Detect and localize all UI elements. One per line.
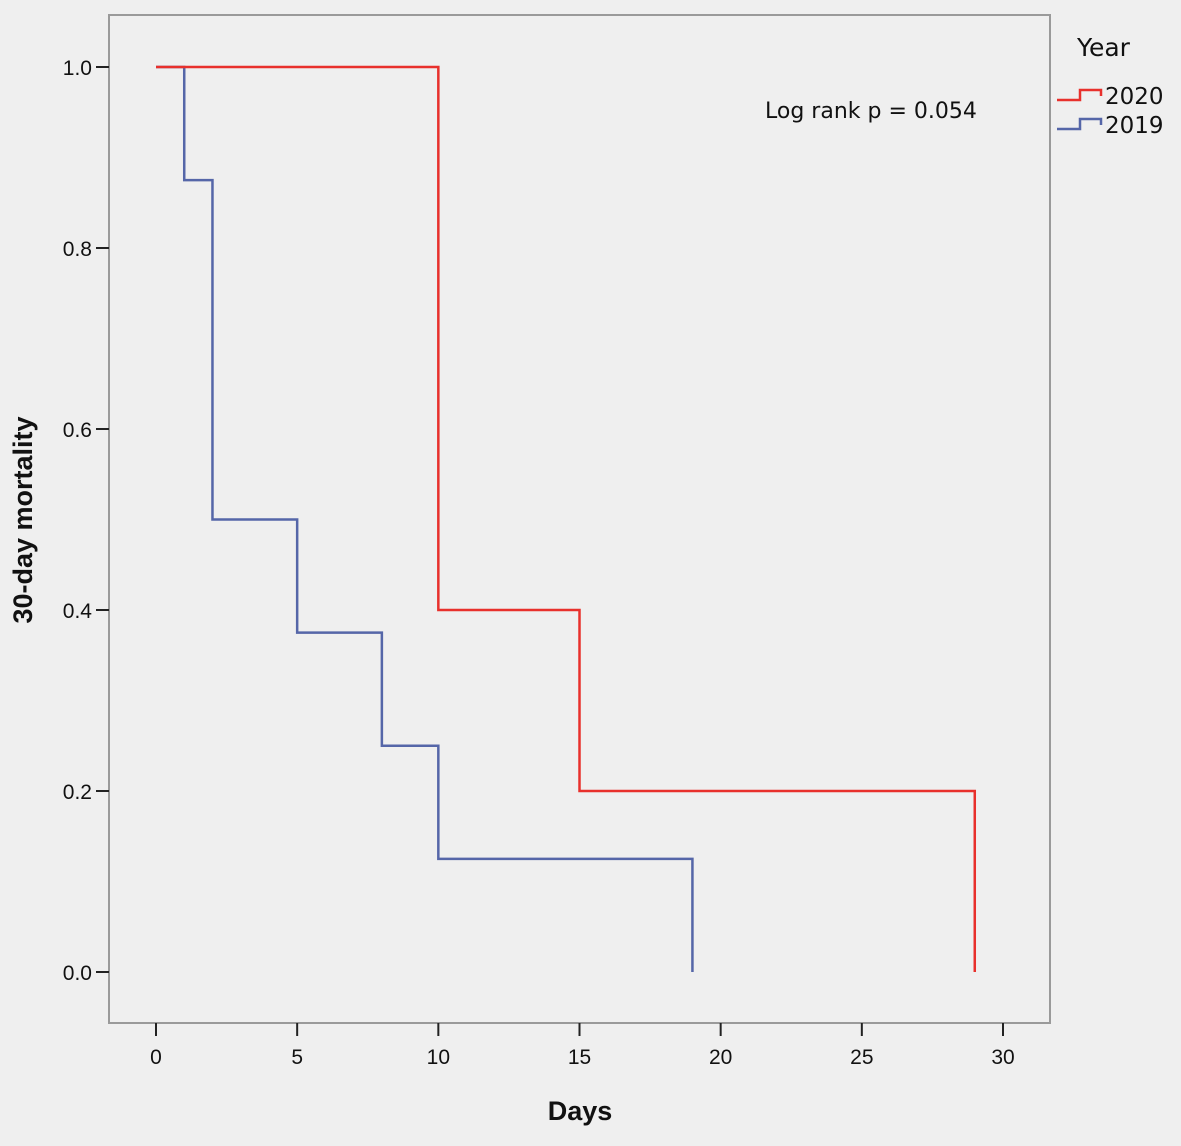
x-tick-label: 25 bbox=[850, 1046, 873, 1069]
y-tick-label: 0.0 bbox=[63, 962, 92, 985]
y-tick-label: 1.0 bbox=[63, 57, 92, 80]
legend-label-2019: 2019 bbox=[1105, 113, 1164, 139]
y-tick-label: 0.6 bbox=[63, 419, 92, 442]
y-tick-label: 0.8 bbox=[63, 238, 92, 261]
x-tick-label: 30 bbox=[991, 1046, 1014, 1069]
legend-title: Year bbox=[1076, 33, 1131, 62]
legend-label-2020: 2020 bbox=[1105, 84, 1164, 110]
x-tick-label: 5 bbox=[291, 1046, 303, 1069]
y-tick-label: 0.2 bbox=[63, 781, 92, 804]
x-tick-label: 15 bbox=[568, 1046, 591, 1069]
x-axis: 0 5 10 15 20 25 30 bbox=[150, 1023, 1015, 1069]
y-axis-title: 30-day mortality bbox=[8, 416, 38, 623]
series-line-2020 bbox=[156, 65, 977, 972]
legend: Year 2020 2019 bbox=[1057, 33, 1164, 139]
log-rank-annotation: Log rank p = 0.054 bbox=[765, 99, 977, 124]
legend-swatch-2020 bbox=[1057, 88, 1103, 102]
x-tick-label: 20 bbox=[709, 1046, 732, 1069]
x-tick-label: 10 bbox=[427, 1046, 450, 1069]
legend-swatch-2019 bbox=[1057, 117, 1103, 131]
series-line-2019 bbox=[156, 65, 694, 972]
x-tick-label: 0 bbox=[150, 1046, 162, 1069]
y-tick-label: 0.4 bbox=[63, 600, 93, 623]
y-axis: 0.0 0.2 0.4 0.6 0.8 1.0 bbox=[63, 57, 109, 985]
x-axis-title: Days bbox=[548, 1096, 613, 1126]
series-layer bbox=[156, 65, 977, 972]
